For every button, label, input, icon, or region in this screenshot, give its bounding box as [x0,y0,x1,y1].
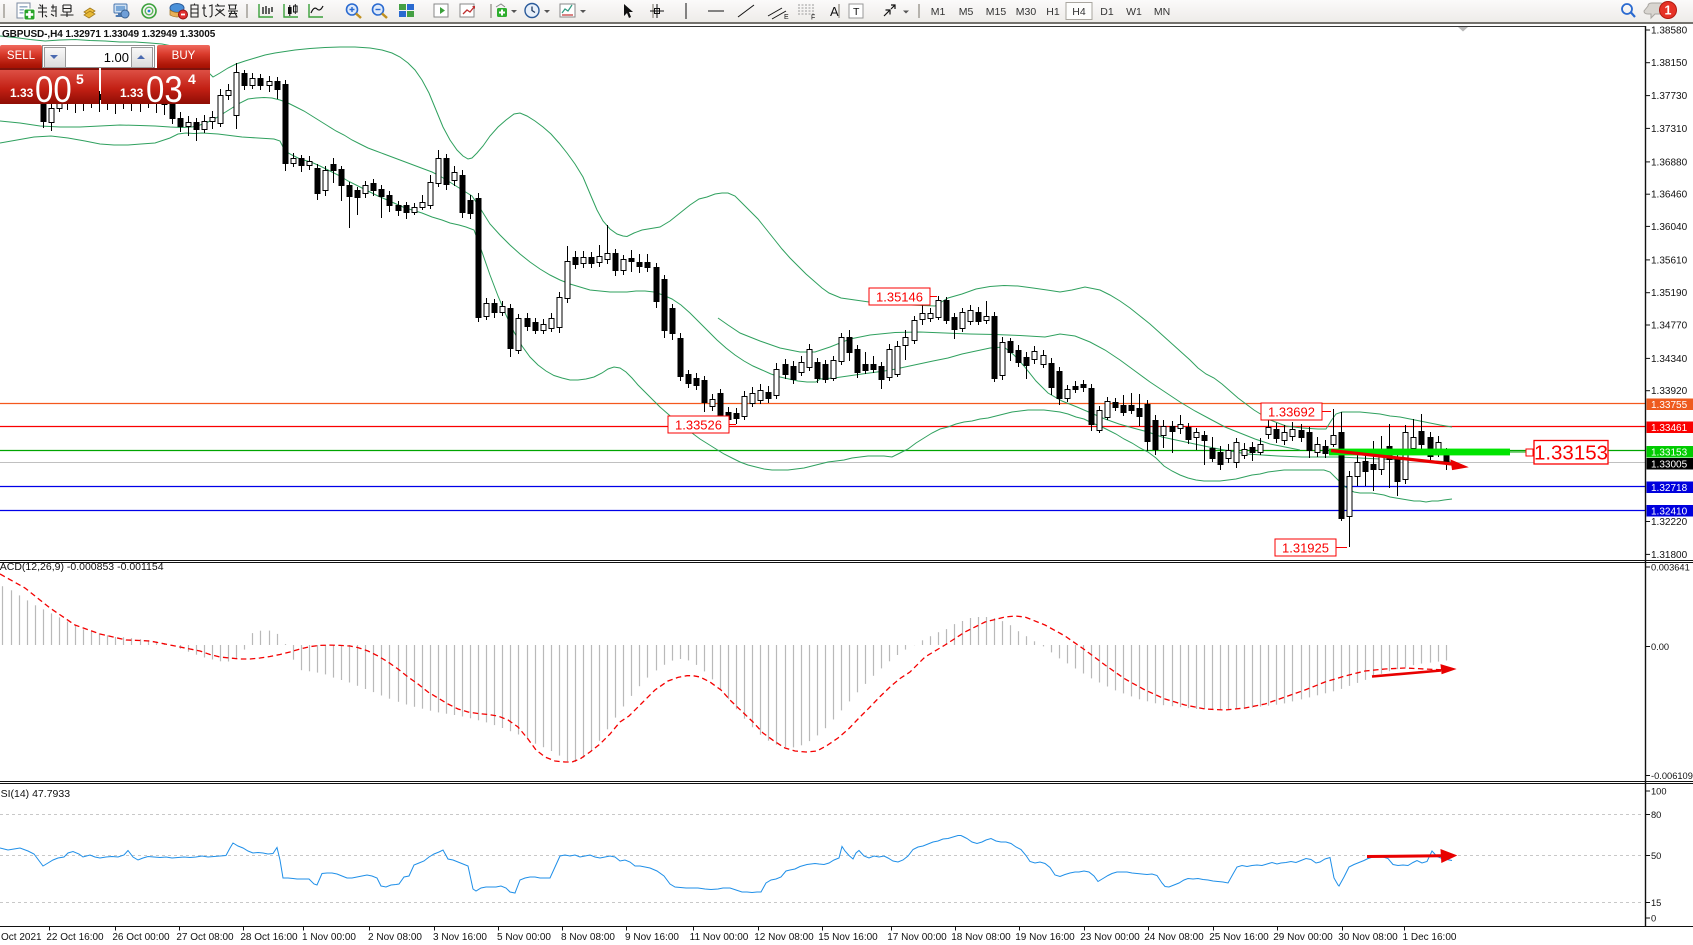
svg-text:1.38580: 1.38580 [1651,26,1688,37]
svg-text:M30: M30 [1016,6,1037,18]
svg-text:1.37310: 1.37310 [1651,124,1688,135]
svg-text:1.36460: 1.36460 [1651,190,1688,201]
svg-text:24 Nov 08:00: 24 Nov 08:00 [1144,932,1204,943]
svg-text:23 Nov 00:00: 23 Nov 00:00 [1080,932,1140,943]
svg-text:M1: M1 [931,6,946,18]
svg-text:M15: M15 [986,6,1007,18]
svg-text:30 Nov 08:00: 30 Nov 08:00 [1338,932,1398,943]
svg-text:A: A [830,4,839,19]
svg-text:MACD(12,26,9) -0.000853 -0.001: MACD(12,26,9) -0.000853 -0.001154 [0,561,164,573]
svg-text:1.34770: 1.34770 [1651,321,1688,332]
svg-text:1.33153: 1.33153 [1651,448,1688,459]
svg-text:17 Nov 00:00: 17 Nov 00:00 [887,932,947,943]
svg-text:9 Nov 16:00: 9 Nov 16:00 [625,932,679,943]
svg-text:15: 15 [1651,898,1661,908]
svg-text:1.33526: 1.33526 [675,418,722,433]
svg-text:1.38150: 1.38150 [1651,58,1688,69]
svg-text:1.36880: 1.36880 [1651,157,1688,168]
svg-text:RSI(14) 47.7933: RSI(14) 47.7933 [0,788,70,800]
svg-text:1.32718: 1.32718 [1651,483,1688,494]
svg-text:100: 100 [1651,787,1667,797]
svg-text:1.33755: 1.33755 [1651,400,1688,411]
svg-text:28 Oct 16:00: 28 Oct 16:00 [240,932,298,943]
svg-text:1.33692: 1.33692 [1268,405,1315,420]
svg-text:E: E [784,14,789,21]
svg-text:0: 0 [1651,914,1656,924]
svg-text:0.003641: 0.003641 [1651,563,1690,573]
svg-text:Oct 2021: Oct 2021 [1,932,42,943]
svg-text:0.00: 0.00 [1651,642,1669,652]
svg-text:8 Nov 08:00: 8 Nov 08:00 [561,932,615,943]
svg-text:1.33153: 1.33153 [1534,442,1608,465]
svg-text:25 Nov 16:00: 25 Nov 16:00 [1209,932,1269,943]
svg-text:11 Nov 00:00: 11 Nov 00:00 [690,932,749,943]
svg-text:2 Nov 08:00: 2 Nov 08:00 [368,932,422,943]
svg-text:MN: MN [1154,6,1170,18]
svg-text:12 Nov 08:00: 12 Nov 08:00 [754,932,814,943]
svg-text:H4: H4 [1072,6,1086,18]
svg-text:18 Nov 08:00: 18 Nov 08:00 [951,932,1011,943]
svg-text:1.36040: 1.36040 [1651,222,1688,233]
svg-text:GBPUSD-,H4 1.32971 1.33049 1.: GBPUSD-,H4 1.32971 1.33049 1.32949 1.330… [2,29,216,40]
svg-text:1.33005: 1.33005 [1651,460,1688,471]
svg-text:26 Oct 00:00: 26 Oct 00:00 [112,932,170,943]
svg-text:1.35610: 1.35610 [1651,255,1688,266]
svg-text:1.33461: 1.33461 [1651,423,1688,434]
svg-text:F: F [811,15,815,22]
svg-text:1.33920: 1.33920 [1651,386,1688,397]
svg-text:1 Dec 16:00: 1 Dec 16:00 [1403,932,1457,943]
svg-text:1.31925: 1.31925 [1282,541,1329,556]
svg-text:1.35190: 1.35190 [1651,288,1688,299]
svg-text:H1: H1 [1046,6,1060,18]
svg-text:1 Nov 00:00: 1 Nov 00:00 [302,932,356,943]
svg-text:27 Oct 08:00: 27 Oct 08:00 [176,932,234,943]
svg-text:80: 80 [1651,810,1661,820]
svg-text:1: 1 [1665,4,1672,18]
svg-text:1.32410: 1.32410 [1651,507,1688,518]
svg-text:1.32220: 1.32220 [1651,517,1688,528]
svg-text:D1: D1 [1100,6,1114,18]
svg-text:1.31800: 1.31800 [1651,550,1688,561]
svg-text:15 Nov 16:00: 15 Nov 16:00 [818,932,878,943]
svg-text:3 Nov 16:00: 3 Nov 16:00 [433,932,487,943]
svg-text:22 Oct 16:00: 22 Oct 16:00 [46,932,104,943]
svg-text:50: 50 [1651,851,1661,861]
svg-text:1.37730: 1.37730 [1651,91,1688,102]
svg-text:29 Nov 00:00: 29 Nov 00:00 [1273,932,1333,943]
svg-text:5 Nov 00:00: 5 Nov 00:00 [497,932,551,943]
svg-text:M5: M5 [959,6,974,18]
svg-text:T: T [853,6,860,18]
svg-text:-0.006109: -0.006109 [1651,771,1693,781]
svg-text:19 Nov 16:00: 19 Nov 16:00 [1015,932,1075,943]
svg-text:1.35146: 1.35146 [876,290,923,305]
svg-text:W1: W1 [1126,6,1142,18]
svg-text:1.34340: 1.34340 [1651,354,1688,365]
